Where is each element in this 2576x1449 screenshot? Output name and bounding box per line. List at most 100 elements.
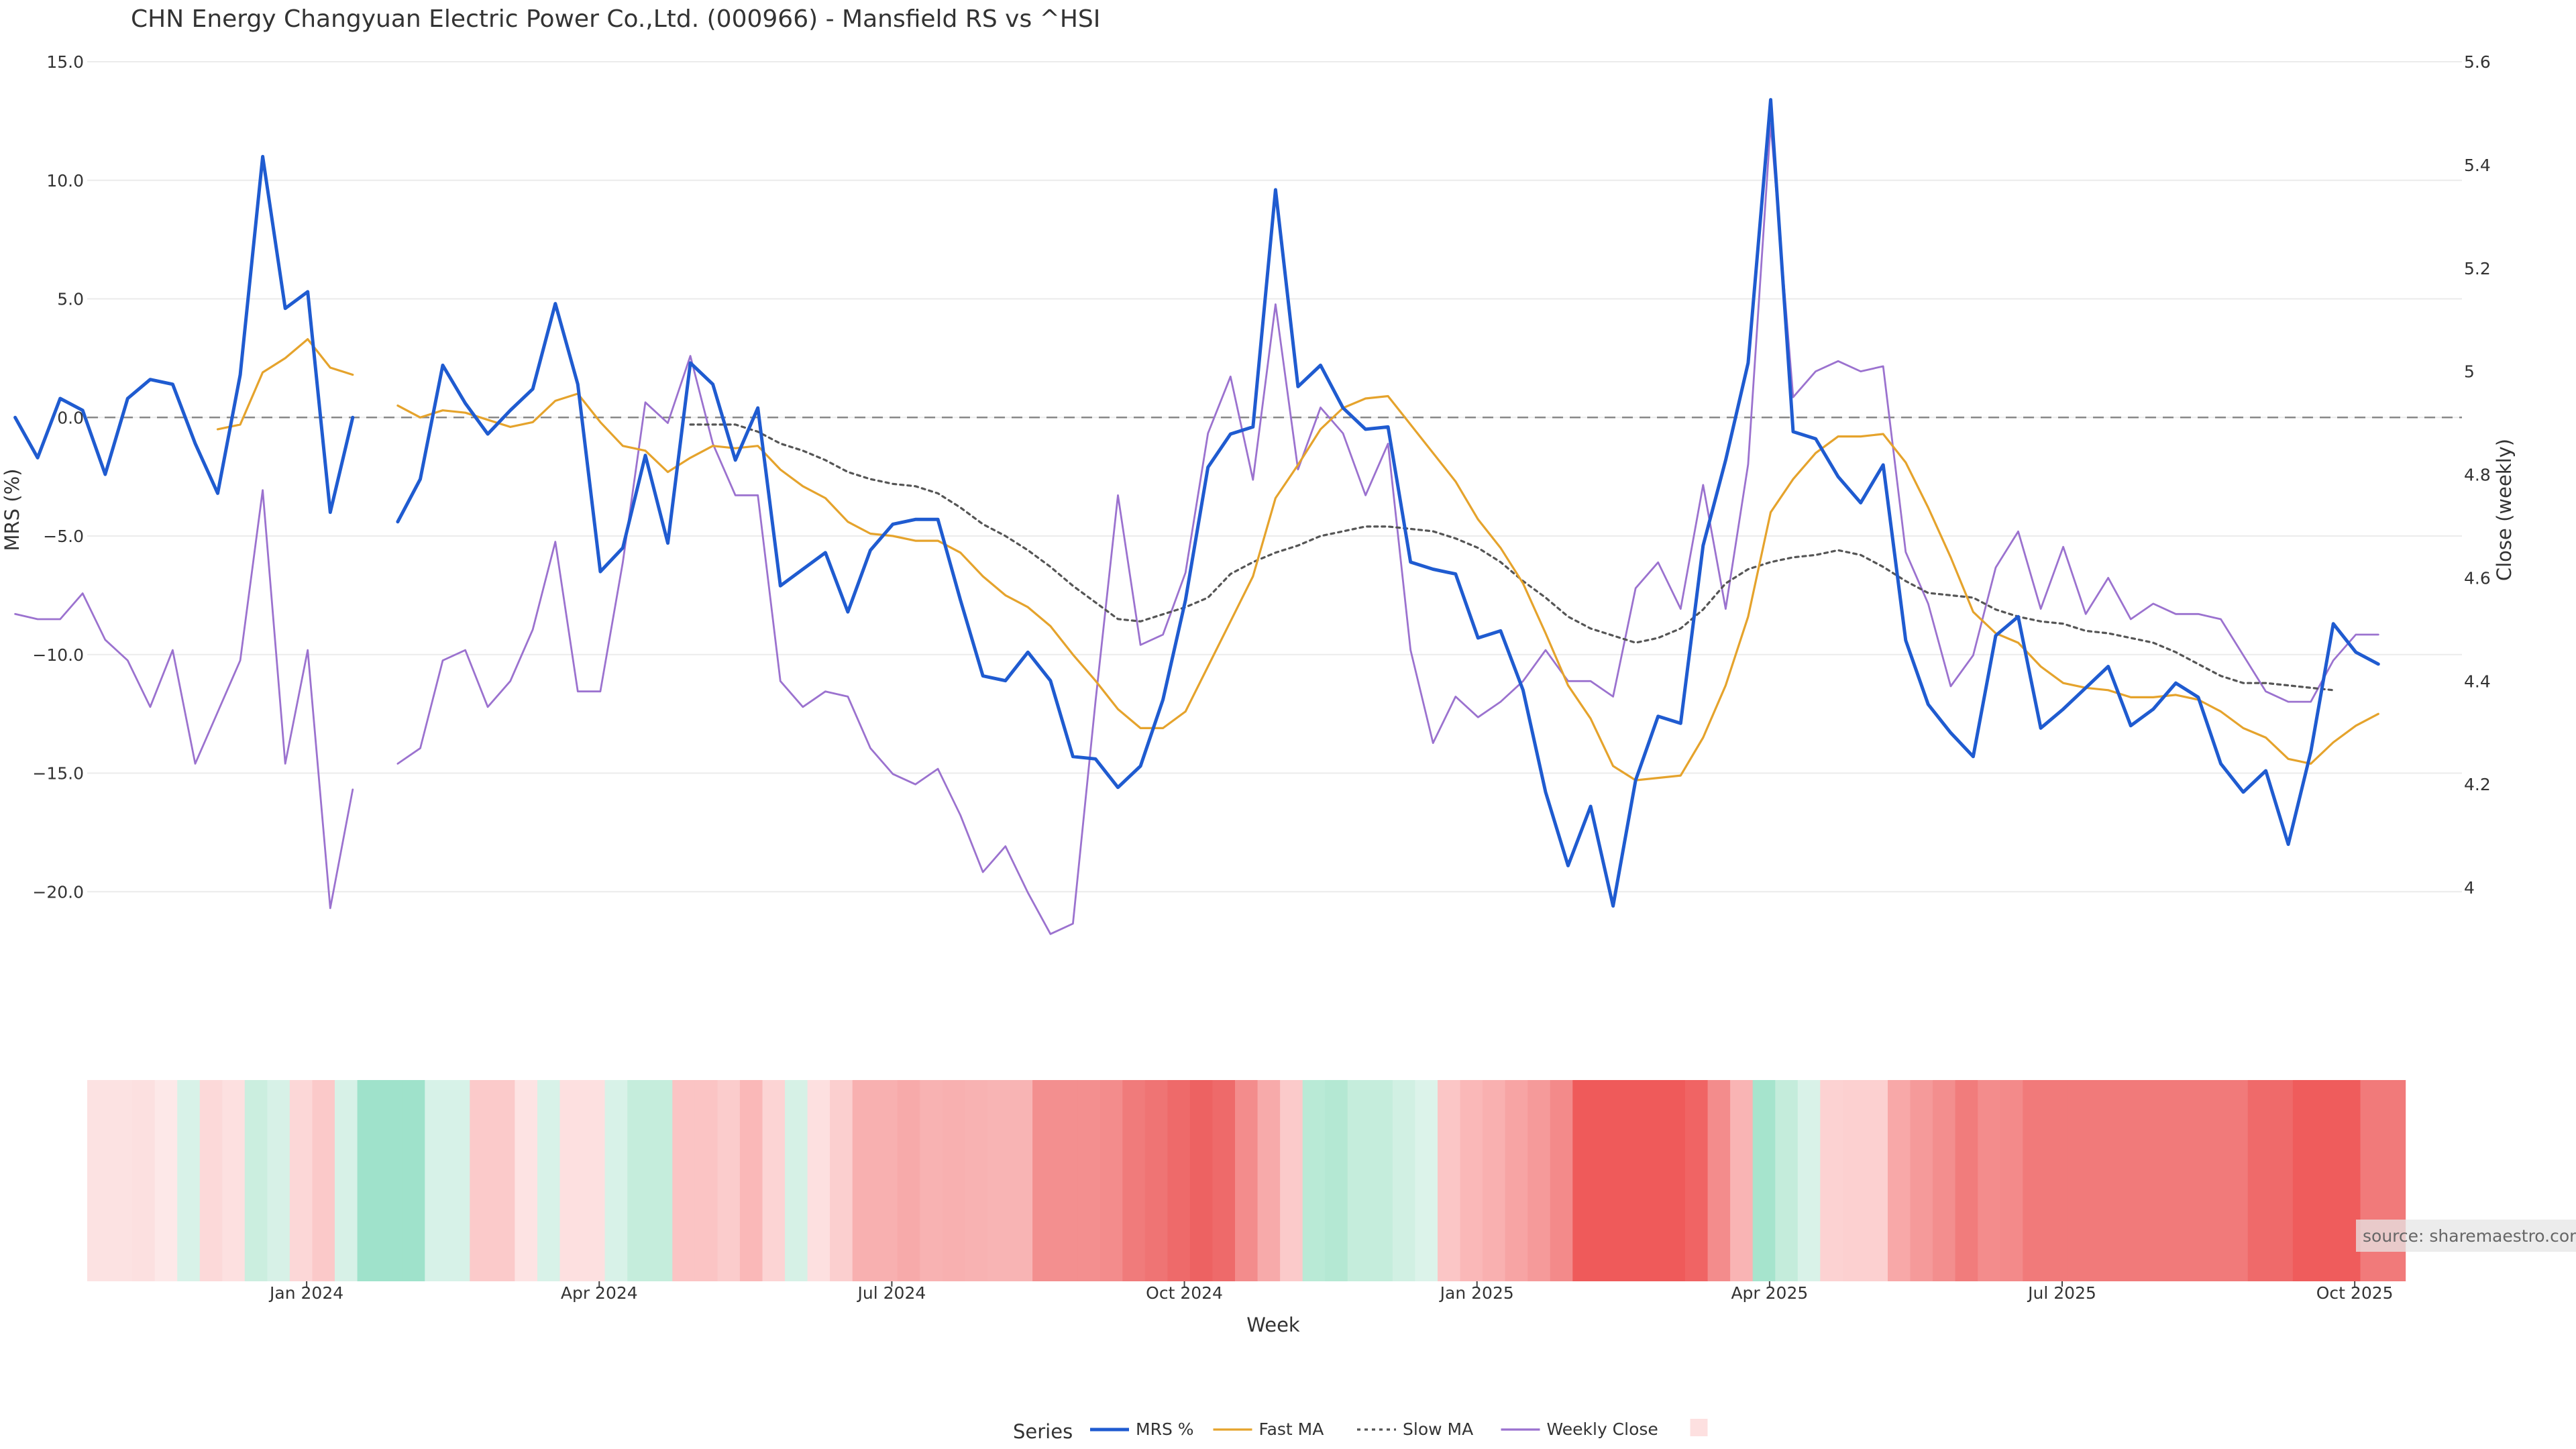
strip-cell: [267, 1080, 290, 1281]
strip-cell: [2112, 1080, 2136, 1281]
strip-cell: [987, 1080, 1011, 1281]
series-mrs-line: [13, 98, 2380, 908]
strip-cell: [109, 1080, 133, 1281]
strip-cell: [1707, 1080, 1731, 1281]
x-tick-label: Apr 2024: [561, 1283, 638, 1303]
strip-cell: [1325, 1080, 1348, 1281]
strip-cell: [1167, 1080, 1191, 1281]
strip-cell: [2247, 1080, 2271, 1281]
strip-cell: [649, 1080, 673, 1281]
mrs-heat-strip: [87, 1080, 2406, 1281]
strip-cell: [312, 1080, 335, 1281]
chart-title: CHN Energy Changyuan Electric Power Co.,…: [131, 5, 1100, 33]
strip-cell: [515, 1080, 538, 1281]
series-fast-ma-line: [216, 338, 2379, 782]
strip-cell: [2270, 1080, 2294, 1281]
strip-cell: [1415, 1080, 1438, 1281]
strip-cell: [2000, 1080, 2023, 1281]
series-slow-ma-line: [689, 423, 2334, 692]
x-tick-label: Jan 2025: [1439, 1283, 1514, 1303]
legend-label: Slow MA: [1403, 1419, 1473, 1439]
legend: Series MRS % Fast MA Slow MA Weekly Close: [1013, 1419, 1708, 1443]
strip-cell: [87, 1080, 111, 1281]
strip-cell: [1099, 1080, 1123, 1281]
strip-cell: [694, 1080, 718, 1281]
strip-cell: [1302, 1080, 1326, 1281]
strip-cell: [785, 1080, 808, 1281]
strip-cell: [2202, 1080, 2226, 1281]
strip-cell: [1685, 1080, 1709, 1281]
strip-cell: [132, 1080, 156, 1281]
right-tick-label: 4: [2464, 878, 2475, 898]
right-tick-label: 5.6: [2464, 52, 2491, 72]
legend-strip-swatch: [1690, 1419, 1708, 1436]
strip-cell: [1842, 1080, 1866, 1281]
source-badge: [2356, 1220, 2576, 1252]
strip-cell: [1347, 1080, 1371, 1281]
x-tick-label: Jul 2024: [857, 1283, 926, 1303]
strip-cell: [2292, 1080, 2316, 1281]
strip-cell: [1617, 1080, 1641, 1281]
strip-cell: [1978, 1080, 2001, 1281]
series-lines: [13, 98, 2380, 935]
right-tick-label: 4.8: [2464, 466, 2491, 485]
strip-cell: [1595, 1080, 1618, 1281]
x-tick-label: Oct 2024: [1146, 1283, 1223, 1303]
source-text: source: sharemaestro.com: [2363, 1226, 2576, 1246]
strip-cell: [920, 1080, 943, 1281]
right-axis-ticks: 5.6 5.4 5.2 5 4.8 4.6 4.4 4.2 4: [2464, 52, 2491, 898]
strip-cell: [470, 1080, 493, 1281]
strip-cell: [154, 1080, 178, 1281]
strip-cell: [1257, 1080, 1281, 1281]
left-tick-label: 0.0: [57, 408, 84, 427]
strip-cell: [1640, 1080, 1663, 1281]
x-axis-label: Week: [1246, 1313, 1300, 1336]
strip-cell: [604, 1080, 628, 1281]
strip-cell: [1392, 1080, 1415, 1281]
left-axis-label: MRS (%): [1, 469, 23, 551]
left-tick-label: −15.0: [32, 764, 84, 784]
left-tick-label: 10.0: [46, 171, 84, 191]
strip-cell: [177, 1080, 201, 1281]
strip-cell: [1910, 1080, 1933, 1281]
left-tick-label: 5.0: [57, 290, 84, 309]
strip-cell: [425, 1080, 448, 1281]
strip-cell: [1662, 1080, 1686, 1281]
strip-cell: [1010, 1080, 1033, 1281]
strip-cell: [289, 1080, 313, 1281]
strip-cell: [1032, 1080, 1056, 1281]
strip-cell: [1775, 1080, 1799, 1281]
strip-cell: [1527, 1080, 1551, 1281]
right-tick-label: 5.4: [2464, 156, 2491, 175]
strip-cell: [739, 1080, 763, 1281]
strip-cell: [1144, 1080, 1168, 1281]
strip-cell: [1483, 1080, 1506, 1281]
strip-cell: [335, 1080, 358, 1281]
strip-cell: [559, 1080, 583, 1281]
strip-cell: [447, 1080, 470, 1281]
strip-cell: [2023, 1080, 2046, 1281]
strip-cell: [199, 1080, 223, 1281]
strip-cell: [1505, 1080, 1528, 1281]
strip-cell: [1370, 1080, 1393, 1281]
left-tick-label: −20.0: [32, 882, 84, 902]
strip-cell: [627, 1080, 651, 1281]
strip-cell: [1730, 1080, 1754, 1281]
strip-cell: [537, 1080, 561, 1281]
strip-cell: [2315, 1080, 2339, 1281]
strip-cell: [2180, 1080, 2204, 1281]
strip-cell: [2068, 1080, 2091, 1281]
strip-cell: [222, 1080, 246, 1281]
strip-cell: [1055, 1080, 1078, 1281]
strip-cell: [672, 1080, 696, 1281]
strip-cell: [807, 1080, 830, 1281]
legend-label: MRS %: [1136, 1419, 1194, 1439]
strip-cell: [897, 1080, 920, 1281]
legend-label: Weekly Close: [1547, 1419, 1658, 1439]
right-tick-label: 5.2: [2464, 259, 2491, 278]
right-axis-label: Close (weekly): [2493, 439, 2516, 581]
strip-cell: [1460, 1080, 1483, 1281]
left-tick-label: −10.0: [32, 645, 84, 665]
strip-cell: [1235, 1080, 1258, 1281]
